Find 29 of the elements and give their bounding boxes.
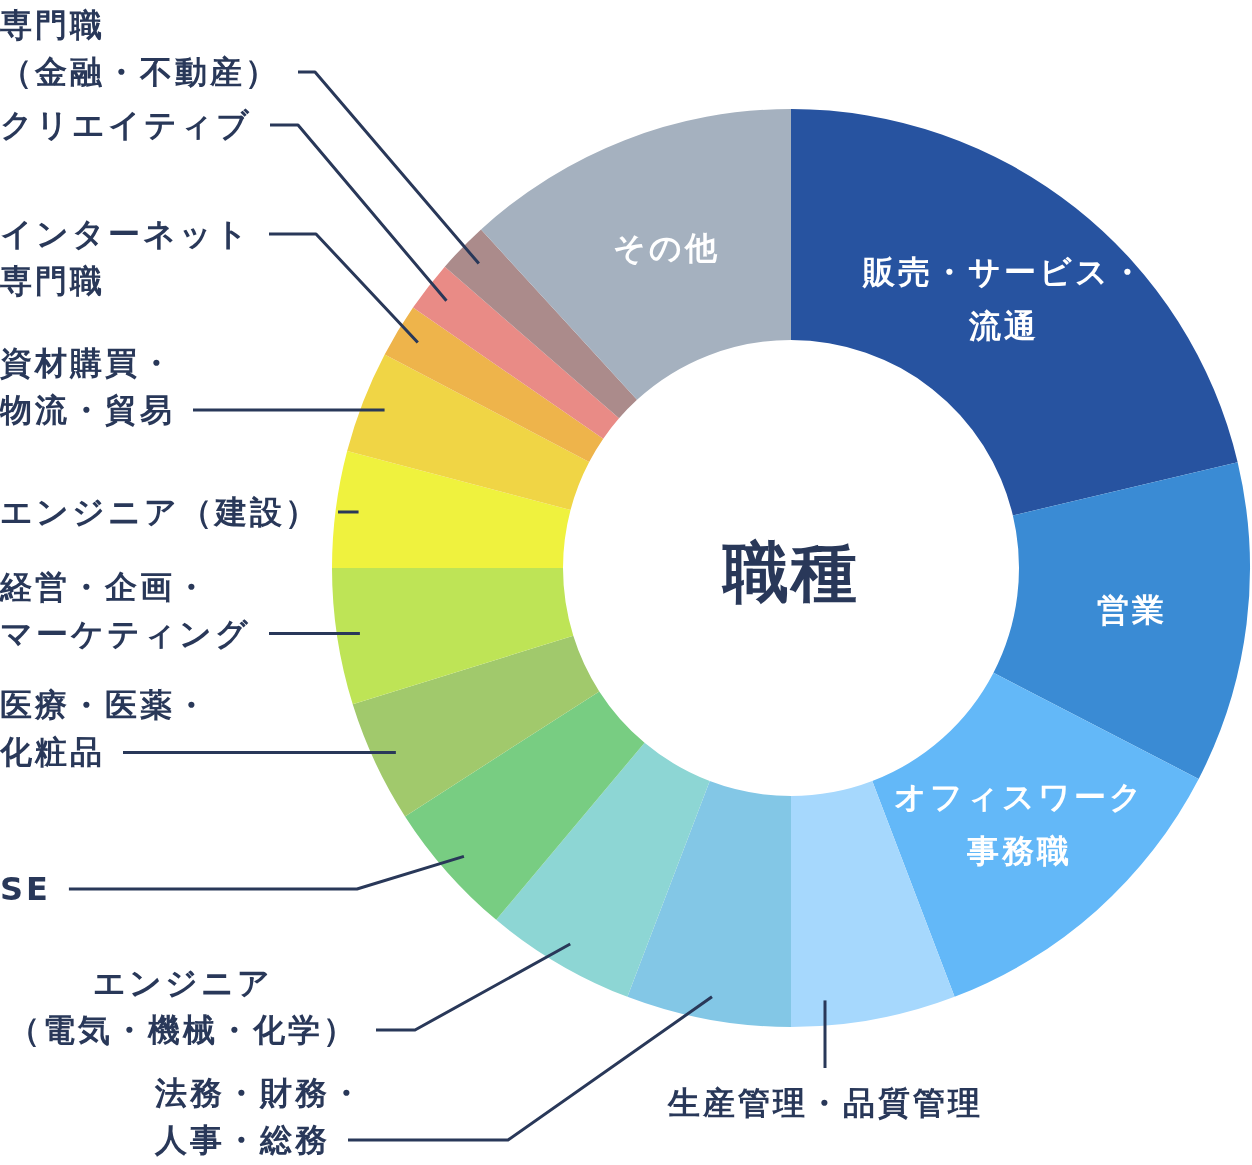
donut-slice [352, 635, 600, 817]
donut-slice [993, 462, 1250, 779]
donut-slice [627, 781, 791, 1027]
text: 職種 [721, 533, 859, 611]
slice-label: 法務・財務・人事・総務 [154, 1074, 365, 1159]
slice-label: 営業 [1096, 590, 1167, 629]
donut-slice [791, 109, 1238, 516]
slice-label: 専門職（金融・不動産） [0, 6, 280, 91]
donut-slice [872, 672, 1199, 997]
slice-label: 医療・医薬・化粧品 [0, 686, 210, 772]
slice-label: エンジニア（電気・機械・化学） [8, 964, 358, 1049]
slice-label: 販売・サービス・流通 [861, 252, 1146, 345]
slice-label: SE [0, 870, 51, 908]
slice-label: 生産管理・品質管理 [666, 1084, 983, 1122]
slice-label: 経営・企画・マーケティング [0, 567, 251, 653]
donut-slice [332, 568, 574, 705]
slice-label: クリエイティブ [0, 106, 252, 144]
donut-slice [496, 742, 710, 997]
donut-slice [405, 691, 645, 920]
slice-label: エンジニア（建設） [0, 492, 320, 531]
slice-label: 資材購買・物流・貿易 [0, 344, 175, 430]
donut-slice [384, 307, 604, 462]
slice-label: インターネット専門職 [0, 215, 251, 300]
donut-slice [347, 354, 590, 510]
donut-slice [332, 451, 571, 568]
donut-slice [413, 266, 620, 439]
donut-slice [481, 109, 791, 400]
slice-label: オフィスワーク事務職 [894, 778, 1146, 871]
slice-label: その他 [613, 228, 721, 267]
